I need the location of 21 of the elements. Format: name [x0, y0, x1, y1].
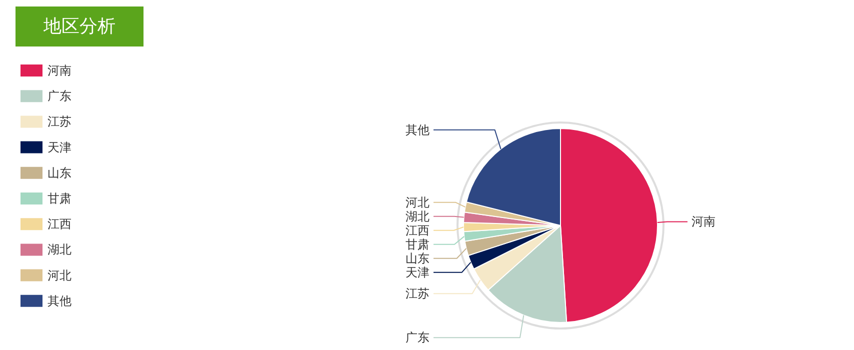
legend-label: 山东: [48, 166, 72, 180]
slice-label: 河北: [406, 195, 430, 210]
slice-label: 甘肃: [406, 237, 430, 252]
legend-label: 广东: [48, 89, 72, 104]
slice-label: 江苏: [406, 286, 430, 301]
legend-label: 江西: [48, 217, 72, 232]
legend-label: 甘肃: [48, 192, 72, 206]
legend-label: 河南: [48, 64, 72, 78]
slice-label: 江西: [406, 223, 430, 238]
slice-label: 湖北: [406, 209, 430, 224]
slice-label: 广东: [406, 330, 430, 345]
slice-label: 河南: [692, 214, 716, 229]
legend-label: 其他: [48, 294, 72, 308]
slice-label: 天津: [406, 265, 430, 280]
chart-title: 地区分析: [42, 16, 116, 37]
slice-label: 其他: [406, 122, 430, 137]
legend-label: 河北: [48, 268, 72, 282]
legend-label: 天津: [48, 140, 72, 154]
legend-label: 江苏: [48, 114, 72, 129]
slice-label: 山东: [406, 251, 430, 266]
legend-label: 湖北: [48, 242, 72, 257]
